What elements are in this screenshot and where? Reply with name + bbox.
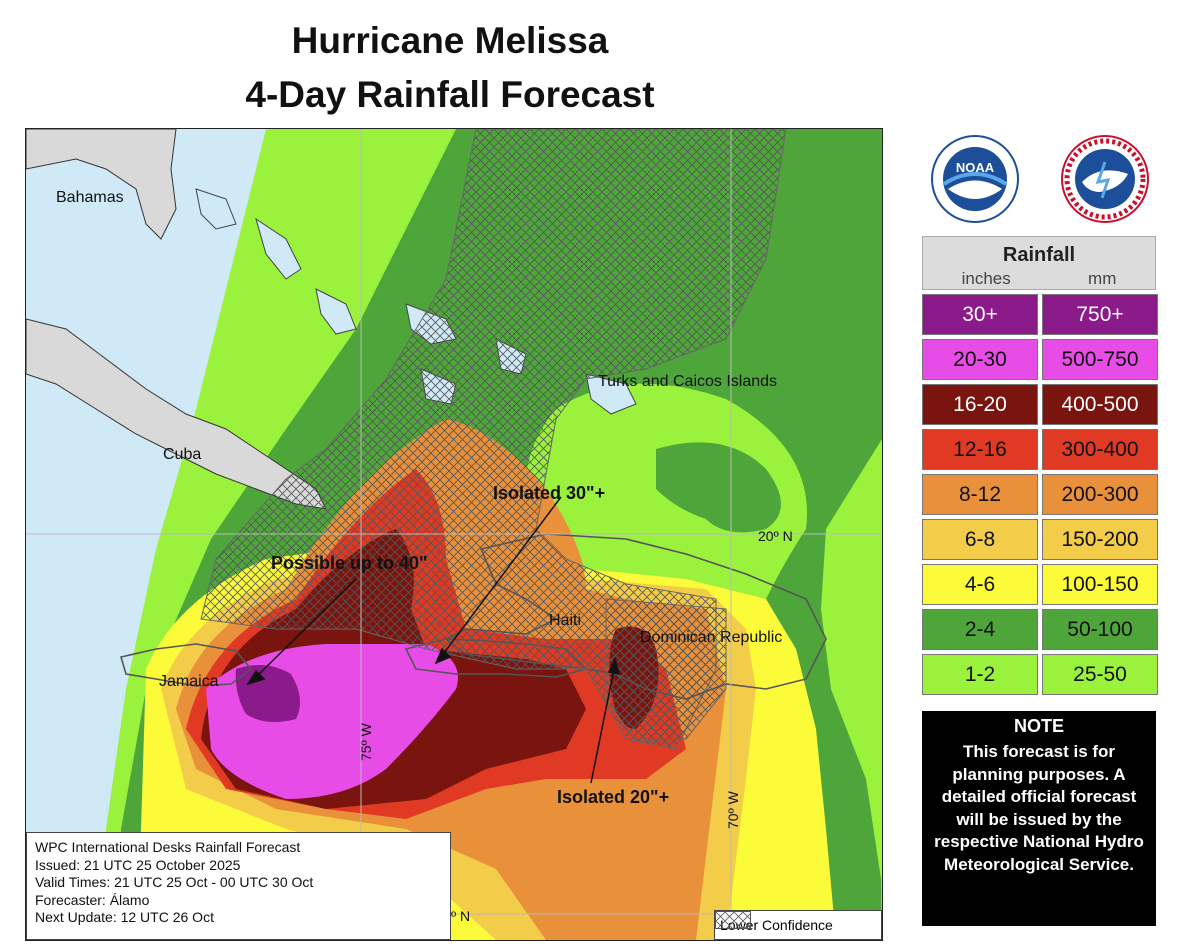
legend-row: 8-12 200-300 bbox=[922, 474, 1158, 515]
legend-row: 4-6 100-150 bbox=[922, 564, 1158, 605]
legend-cell-inches: 30+ bbox=[922, 294, 1038, 335]
label-jamaica: Jamaica bbox=[159, 673, 219, 690]
legend-cell-mm: 150-200 bbox=[1042, 519, 1158, 560]
legend-cell-inches: 12-16 bbox=[922, 429, 1038, 470]
note-title: NOTE bbox=[1013, 716, 1064, 736]
legend-row: 20-30 500-750 bbox=[922, 339, 1158, 380]
label-lat-20n: 20º N bbox=[758, 528, 793, 544]
label-bahamas: Bahamas bbox=[56, 189, 124, 206]
lower-confidence-dr bbox=[605, 598, 727, 742]
title-line-2: 4-Day Rainfall Forecast bbox=[245, 74, 655, 115]
label-lon-75w: 75º W bbox=[358, 722, 374, 761]
legend-title: Rainfall bbox=[1002, 244, 1076, 266]
label-haiti: Haiti bbox=[549, 612, 581, 629]
legend-cell-inches: 2-4 bbox=[922, 609, 1038, 650]
legend-cell-mm: 500-750 bbox=[1042, 339, 1158, 380]
info-line-3: Valid Times: 21 UTC 25 Oct - 00 UTC 30 O… bbox=[35, 874, 314, 890]
title-line-1: Hurricane Melissa bbox=[291, 20, 609, 61]
legend-row: 16-20 400-500 bbox=[922, 384, 1158, 425]
label-cuba: Cuba bbox=[163, 446, 201, 463]
hatch-swatch-icon bbox=[715, 911, 751, 929]
label-lon-70w: 70º W bbox=[725, 790, 741, 829]
lower-confidence-legend: Lower Confidence bbox=[714, 910, 882, 940]
agency-logos: NOAA bbox=[925, 134, 1155, 224]
legend-cell-mm: 100-150 bbox=[1042, 564, 1158, 605]
legend-cell-mm: 300-400 bbox=[1042, 429, 1158, 470]
legend-header: Rainfall inches mm bbox=[922, 236, 1156, 290]
noaa-logo-icon: NOAA bbox=[931, 135, 1019, 223]
legend-cell-mm: 750+ bbox=[1042, 294, 1158, 335]
legend-cell-inches: 8-12 bbox=[922, 474, 1038, 515]
legend-cell-mm: 400-500 bbox=[1042, 384, 1158, 425]
rainfall-map[interactable]: Bahamas Cuba Turks and Caicos Islands Ha… bbox=[25, 128, 883, 941]
label-turks-caicos: Turks and Caicos Islands bbox=[598, 373, 777, 390]
legend-row: 1-2 25-50 bbox=[922, 654, 1158, 695]
info-line-2: Issued: 21 UTC 25 October 2025 bbox=[35, 856, 241, 873]
annotation-isolated-20: Isolated 20"+ bbox=[557, 787, 669, 807]
forecast-info-box: WPC International Desks Rainfall Forecas… bbox=[26, 832, 451, 940]
info-line-1: WPC International Desks Rainfall Forecas… bbox=[35, 839, 301, 855]
page-title: Hurricane Melissa 4-Day Rainfall Forecas… bbox=[130, 14, 770, 122]
info-line-5: Next Update: 12 UTC 26 Oct bbox=[35, 909, 214, 925]
rain-zone-2-4-inner bbox=[656, 442, 781, 533]
legend-row: 12-16 300-400 bbox=[922, 429, 1158, 470]
legend-row: 30+ 750+ bbox=[922, 294, 1158, 335]
annotation-possible-40: Possible up to 40" bbox=[271, 553, 428, 573]
nws-logo-icon bbox=[1061, 135, 1149, 223]
label-lat-bottom: º N bbox=[451, 908, 470, 924]
land-jamaica bbox=[119, 643, 253, 687]
note-text: This forecast is for planning purposes. … bbox=[934, 742, 1144, 874]
note-box: NOTE This forecast is for planning purpo… bbox=[922, 711, 1156, 926]
legend-cell-inches: 1-2 bbox=[922, 654, 1038, 695]
label-dominican-republic: Dominican Republic bbox=[640, 629, 782, 646]
legend-row: 2-4 50-100 bbox=[922, 609, 1158, 650]
legend-cell-mm: 200-300 bbox=[1042, 474, 1158, 515]
annotation-arrows bbox=[246, 496, 621, 784]
info-line-4: Forecaster: Álamo bbox=[35, 891, 150, 908]
legend-row: 6-8 150-200 bbox=[922, 519, 1158, 560]
lower-confidence-north bbox=[200, 129, 787, 750]
land-florida bbox=[26, 129, 177, 240]
legend-rows: 30+ 750+ 20-30 500-750 16-20 400-500 12-16 300-… bbox=[922, 294, 1158, 699]
legend-unit-mm: mm bbox=[1088, 269, 1117, 288]
map-canvas: Bahamas Cuba Turks and Caicos Islands Ha… bbox=[26, 129, 882, 940]
legend-cell-inches: 16-20 bbox=[922, 384, 1038, 425]
legend-cell-inches: 4-6 bbox=[922, 564, 1038, 605]
legend-cell-mm: 50-100 bbox=[1042, 609, 1158, 650]
legend-cell-inches: 20-30 bbox=[922, 339, 1038, 380]
noaa-logo-text: NOAA bbox=[956, 160, 995, 175]
legend-cell-mm: 25-50 bbox=[1042, 654, 1158, 695]
legend-unit-inches: inches bbox=[961, 269, 1011, 288]
annotation-isolated-30: Isolated 30"+ bbox=[493, 483, 605, 503]
legend-cell-inches: 6-8 bbox=[922, 519, 1038, 560]
